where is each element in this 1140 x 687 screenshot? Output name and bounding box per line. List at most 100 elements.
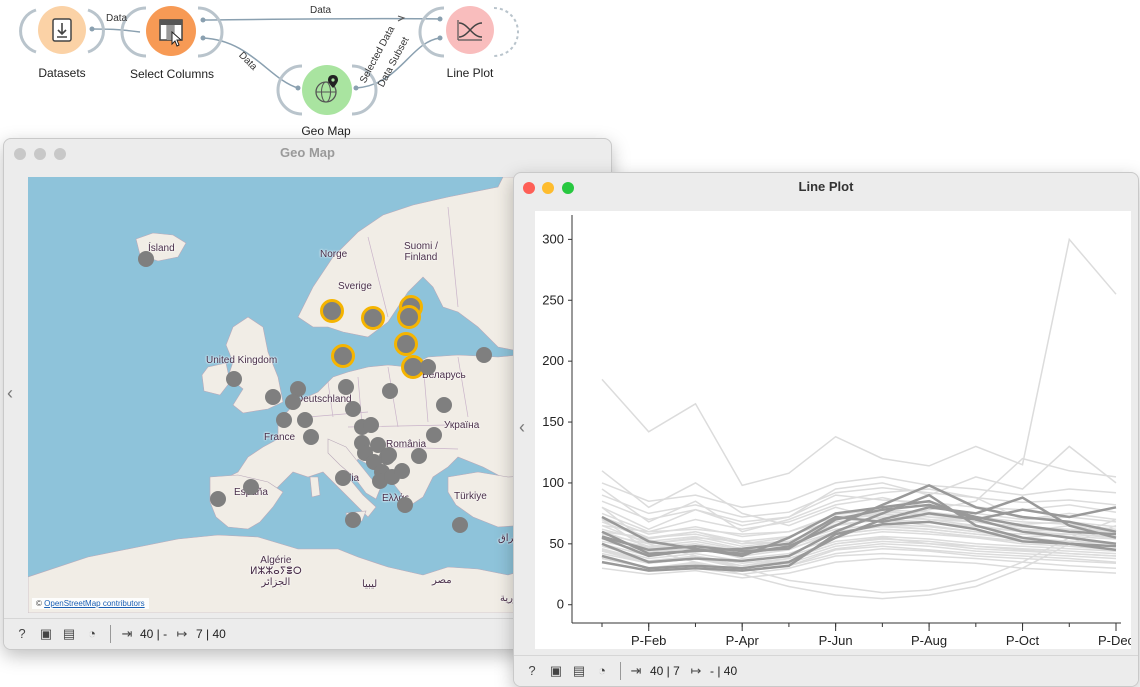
y-tick-label: 250 [542, 292, 564, 307]
close-button[interactable] [523, 182, 535, 194]
y-tick-label: 150 [542, 414, 564, 429]
map-point[interactable] [335, 470, 351, 486]
series-line[interactable] [601, 508, 1117, 538]
output-icon: ↦ [176, 626, 188, 641]
map-label-island: Ísland [148, 243, 175, 254]
table-cursor-icon [159, 19, 183, 47]
x-tick-label: P-Aug [911, 633, 947, 648]
map-point[interactable] [276, 412, 292, 428]
map-point[interactable] [285, 394, 301, 410]
map-point[interactable] [290, 381, 306, 397]
map-point[interactable] [452, 517, 468, 533]
series-line[interactable] [601, 545, 1117, 572]
map-point[interactable] [426, 427, 442, 443]
download-icon [52, 18, 72, 42]
collapse-sidebar-chevron-icon[interactable]: ‹ [519, 417, 525, 437]
series-line[interactable] [601, 494, 1117, 523]
map-point[interactable] [397, 497, 413, 513]
input-icon: ⇥ [630, 663, 642, 678]
map-point[interactable] [363, 417, 379, 433]
map-point[interactable] [382, 383, 398, 399]
subset-series-line[interactable] [601, 493, 1117, 564]
series-line[interactable] [601, 557, 1117, 579]
x-tick-label: P-Feb [631, 633, 666, 648]
status-separator [110, 625, 111, 643]
map-point[interactable] [420, 359, 436, 375]
report-icon[interactable]: ▤ [62, 626, 76, 641]
line-plot-window: Line Plot ‹ 0 50 100 150 200 250 300 P-Feb P-Apr… [513, 172, 1139, 687]
help-icon[interactable]: ? [528, 663, 536, 678]
map-point[interactable] [381, 447, 397, 463]
map-point[interactable] [303, 429, 319, 445]
map-point[interactable] [210, 491, 226, 507]
zoom-button[interactable] [54, 148, 66, 160]
series-line[interactable] [601, 538, 1117, 565]
save-icon[interactable]: ▣ [39, 626, 53, 641]
map-point-selected[interactable] [394, 332, 418, 356]
series-line[interactable] [601, 547, 1117, 572]
map-label-norge: Norge [320, 249, 348, 260]
minimize-button[interactable] [34, 148, 46, 160]
subset-series-line[interactable] [601, 503, 1117, 553]
report-icon[interactable]: ▤ [572, 663, 586, 678]
map-point[interactable] [394, 463, 410, 479]
snapshot-icon[interactable]: ◔ [598, 663, 606, 678]
map-point[interactable] [436, 397, 452, 413]
series-line[interactable] [601, 523, 1117, 550]
map-point[interactable] [243, 479, 259, 495]
close-button[interactable] [14, 148, 26, 160]
map-point[interactable] [226, 371, 242, 387]
subset-series-line[interactable] [601, 520, 1117, 572]
map-label-belarus: Беларусь [422, 370, 466, 381]
map-point[interactable] [297, 412, 313, 428]
line-plot-node-label: Line Plot [446, 66, 494, 80]
map-point[interactable] [476, 347, 492, 363]
minimize-button[interactable] [542, 182, 554, 194]
series-line[interactable] [601, 445, 1117, 531]
map-label-algerie: Algérie ⵍⵣⵣⴰⵢⴻⵔ الجزائر [250, 555, 302, 588]
map-label-misr: مصر [432, 575, 452, 586]
plot-area[interactable]: 0 50 100 150 200 250 300 P-Feb P-Apr P-Jun P-Aug P-… [535, 211, 1135, 649]
series-line[interactable] [601, 237, 1117, 487]
link-label-select-lineplot: Data [310, 5, 332, 16]
workflow-links [19, 6, 519, 116]
collapse-sidebar-chevron-icon[interactable]: ‹ [7, 383, 13, 403]
datasets-node-label: Datasets [38, 66, 86, 80]
save-icon[interactable]: ▣ [549, 663, 563, 678]
input-summary: 40 | - [140, 627, 168, 641]
copyright-icon: © [36, 599, 42, 608]
line-cross-icon [457, 20, 483, 41]
line-chart: 0 50 100 150 200 250 300 P-Feb P-Apr P-Jun P-Aug P-… [542, 215, 1135, 648]
output-summary: 7 | 40 [196, 627, 226, 641]
map-point-selected[interactable] [331, 344, 355, 368]
series-line[interactable] [601, 476, 1117, 509]
snapshot-icon[interactable]: ◔ [88, 626, 96, 641]
map-point[interactable] [345, 512, 361, 528]
y-tick-label: 300 [542, 231, 564, 246]
line-plot-window-title: Line Plot [798, 179, 854, 194]
map-point-selected[interactable] [361, 306, 385, 330]
map-point-selected[interactable] [320, 299, 344, 323]
series-line[interactable] [601, 506, 1117, 594]
map-point[interactable] [338, 379, 354, 395]
map-point-selected[interactable] [397, 305, 421, 329]
map-point[interactable] [411, 448, 427, 464]
zoom-button[interactable] [562, 182, 574, 194]
y-tick-label: 200 [542, 353, 564, 368]
geo-map-window-title: Geo Map [280, 145, 335, 160]
map-label-sverige: Sverige [338, 281, 372, 292]
geo-map-node[interactable] [302, 65, 352, 115]
map-label-deutschland: Deutschland [296, 394, 352, 405]
map-point[interactable] [138, 251, 154, 267]
series-line[interactable] [601, 496, 1117, 533]
map-point[interactable] [265, 389, 281, 405]
help-icon[interactable]: ? [18, 626, 26, 641]
attribution-link[interactable]: OpenStreetMap contributors [44, 599, 145, 608]
map-point[interactable] [345, 401, 361, 417]
select-columns-node[interactable] [146, 6, 196, 56]
line-plot-node[interactable] [446, 6, 494, 54]
map-label-finland: Suomi / Finland [404, 241, 438, 263]
datasets-node[interactable] [38, 6, 86, 54]
subset-series-line[interactable] [601, 506, 1117, 555]
map-label-ukraina: Україна [444, 420, 480, 431]
